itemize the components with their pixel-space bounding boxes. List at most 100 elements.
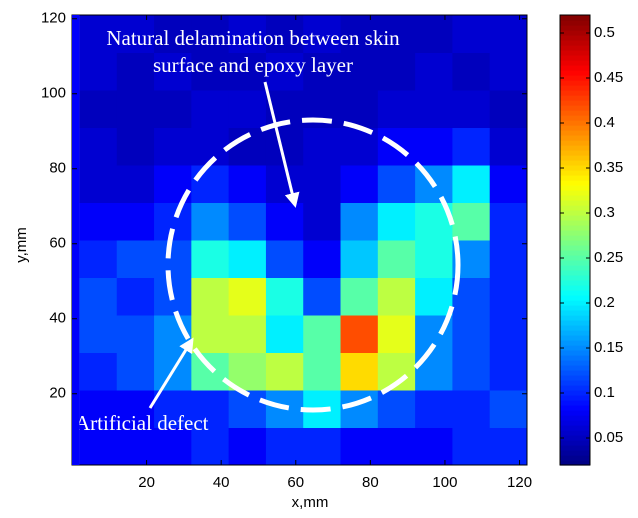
heat-cell: [415, 15, 453, 53]
colorbar-step: [560, 285, 590, 291]
colorbar-step: [560, 125, 590, 131]
heat-cell: [116, 15, 155, 53]
colorbar-step: [560, 400, 590, 406]
heat-cell: [303, 165, 342, 203]
colorbar-tick-label: 0.4: [594, 114, 615, 131]
heat-cell: [79, 90, 118, 128]
heat-cell: [265, 165, 304, 203]
colorbar-step: [560, 330, 590, 336]
colorbar-step: [560, 160, 590, 166]
colorbar-step: [560, 100, 590, 106]
x-tick-label: 100: [432, 474, 457, 491]
colorbar-step: [560, 110, 590, 116]
colorbar-step: [560, 365, 590, 371]
heat-cell: [265, 352, 304, 391]
colorbar-step: [560, 300, 590, 306]
heat-cell: [191, 127, 230, 166]
heat-cell: [340, 427, 379, 466]
colorbar-tick-label: 0.45: [594, 69, 623, 86]
heat-cell: [154, 390, 192, 428]
heat-cell: [228, 427, 267, 466]
colorbar-step: [560, 225, 590, 231]
colorbar-step: [560, 15, 590, 21]
heat-cell: [377, 315, 416, 353]
colorbar-step: [560, 450, 590, 456]
heat-cell: [452, 90, 491, 128]
heat-cell: [116, 127, 155, 166]
heat-cell: [489, 165, 528, 203]
y-tick-label: 20: [49, 385, 66, 402]
heat-cell: [489, 315, 528, 353]
heat-cell: [228, 52, 267, 91]
heat-cell: [265, 427, 304, 466]
heat-cell: [191, 352, 230, 391]
colorbar-step: [560, 290, 590, 296]
colorbar-step: [560, 65, 590, 71]
heat-cell: [452, 315, 491, 353]
heat-cell: [191, 277, 230, 316]
colorbar-step: [560, 430, 590, 436]
colorbar-step: [560, 130, 590, 136]
heatmap: [79, 15, 528, 466]
heat-cell: [154, 127, 192, 166]
colorbar-step: [560, 240, 590, 246]
heat-cell: [154, 427, 192, 466]
colorbar-step: [560, 235, 590, 241]
heat-cell: [79, 427, 118, 466]
heat-cell: [340, 277, 379, 316]
colorbar-step: [560, 95, 590, 101]
colorbar-step: [560, 35, 590, 41]
colorbar-step: [560, 190, 590, 196]
heat-cell: [377, 240, 416, 278]
y-tick-label: 60: [49, 235, 66, 252]
colorbar-step: [560, 275, 590, 281]
colorbar-step: [560, 25, 590, 31]
colorbar-step: [560, 270, 590, 276]
heat-cell: [79, 390, 118, 428]
colorbar-step: [560, 185, 590, 191]
colorbar-frame: [559, 14, 591, 466]
colorbar-step: [560, 105, 590, 111]
heat-cell: [452, 390, 491, 428]
heat-cell: [116, 90, 155, 128]
heat-cell: [303, 427, 342, 466]
heat-cell: [191, 390, 230, 428]
arrow: [263, 81, 300, 208]
colorbar-step: [560, 150, 590, 156]
heat-cell: [79, 165, 118, 203]
x-tick-label: 40: [213, 474, 230, 491]
colorbar-step: [560, 370, 590, 376]
heat-cell: [340, 15, 379, 53]
heat-cell: [415, 277, 453, 316]
heat-cell: [154, 240, 192, 278]
colorbar-step: [560, 75, 590, 81]
heat-cell: [265, 52, 304, 91]
heat-cell: [340, 165, 379, 203]
colorbar-step: [560, 180, 590, 186]
colorbar-step: [560, 335, 590, 341]
colorbar-step: [560, 435, 590, 441]
heat-cell: [191, 202, 230, 241]
colorbar-step: [560, 410, 590, 416]
heat-cell: [303, 315, 342, 353]
colorbar-tick-label: 0.05: [594, 429, 623, 446]
colorbar-step: [560, 165, 590, 171]
colorbar-step: [560, 380, 590, 386]
colorbar-tick-label: 0.35: [594, 159, 623, 176]
heat-cell: [303, 277, 342, 316]
y-tick-label: 120: [41, 10, 66, 27]
heat-cell: [265, 240, 304, 278]
heat-cell: [452, 202, 491, 241]
colorbar-step: [560, 440, 590, 446]
colorbar-step: [560, 295, 590, 301]
heat-cell: [340, 240, 379, 278]
colorbar-step: [560, 350, 590, 356]
colorbar-step: [560, 445, 590, 451]
colorbar-step: [560, 115, 590, 121]
colorbar-step: [560, 255, 590, 261]
colorbar-step: [560, 85, 590, 91]
colorbar-step: [560, 260, 590, 266]
heat-cell: [415, 390, 453, 428]
heat-cell: [303, 127, 342, 166]
heat-cell: [452, 427, 491, 466]
